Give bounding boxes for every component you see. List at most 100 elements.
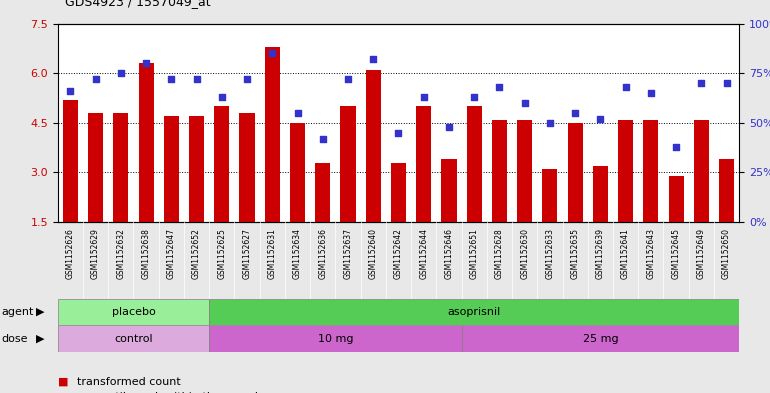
Point <box>695 80 708 86</box>
Text: ▶: ▶ <box>35 334 45 344</box>
Bar <box>340 106 356 222</box>
Point <box>89 76 102 82</box>
Point <box>443 124 455 130</box>
Text: GSM1152637: GSM1152637 <box>343 228 353 279</box>
Text: GSM1152649: GSM1152649 <box>697 228 706 279</box>
Point <box>594 116 607 122</box>
Bar <box>719 159 734 222</box>
Text: GSM1152626: GSM1152626 <box>66 228 75 279</box>
Text: agent: agent <box>2 307 34 317</box>
Text: GSM1152630: GSM1152630 <box>521 228 529 279</box>
Text: 10 mg: 10 mg <box>318 334 353 344</box>
Bar <box>467 106 482 222</box>
Text: GSM1152636: GSM1152636 <box>318 228 327 279</box>
Text: GSM1152647: GSM1152647 <box>167 228 176 279</box>
Bar <box>58 325 209 352</box>
Bar <box>643 119 658 222</box>
Text: GSM1152644: GSM1152644 <box>419 228 428 279</box>
Point <box>190 76 203 82</box>
Bar <box>58 299 209 325</box>
Text: GSM1152632: GSM1152632 <box>116 228 126 279</box>
Text: GSM1152650: GSM1152650 <box>722 228 731 279</box>
Bar <box>618 119 633 222</box>
Bar <box>366 70 381 222</box>
Text: GDS4923 / 1557049_at: GDS4923 / 1557049_at <box>65 0 211 8</box>
Bar <box>461 325 739 352</box>
Point <box>544 119 556 126</box>
Point <box>241 76 253 82</box>
Text: GSM1152652: GSM1152652 <box>192 228 201 279</box>
Point <box>266 50 279 57</box>
Point <box>140 60 152 66</box>
Text: GSM1152641: GSM1152641 <box>621 228 630 279</box>
Point <box>518 100 531 106</box>
Point <box>216 94 228 100</box>
Text: dose: dose <box>2 334 28 344</box>
Text: GSM1152627: GSM1152627 <box>243 228 252 279</box>
Bar <box>567 123 583 222</box>
Text: GSM1152628: GSM1152628 <box>495 228 504 279</box>
Point <box>494 84 506 90</box>
Bar <box>239 113 255 222</box>
Text: GSM1152643: GSM1152643 <box>646 228 655 279</box>
Bar <box>139 63 154 222</box>
Bar <box>290 123 305 222</box>
Bar <box>113 113 129 222</box>
Point <box>392 130 404 136</box>
Point <box>569 110 581 116</box>
Bar <box>542 169 557 222</box>
Text: asoprisnil: asoprisnil <box>447 307 500 317</box>
Text: ▶: ▶ <box>35 307 45 317</box>
Text: GSM1152639: GSM1152639 <box>596 228 605 279</box>
Bar <box>441 159 457 222</box>
Bar <box>189 116 204 222</box>
Point <box>165 76 177 82</box>
Point <box>619 84 631 90</box>
Bar <box>88 113 103 222</box>
Bar <box>391 163 406 222</box>
Bar <box>668 176 684 222</box>
Text: ■: ■ <box>58 392 69 393</box>
Text: GSM1152642: GSM1152642 <box>394 228 403 279</box>
Text: GSM1152625: GSM1152625 <box>217 228 226 279</box>
Text: GSM1152629: GSM1152629 <box>91 228 100 279</box>
Text: placebo: placebo <box>112 307 156 317</box>
Text: ■: ■ <box>58 376 69 387</box>
Bar <box>416 106 431 222</box>
Bar <box>315 163 330 222</box>
Bar <box>517 119 532 222</box>
Bar <box>593 166 608 222</box>
Point <box>417 94 430 100</box>
Bar <box>492 119 507 222</box>
Text: 25 mg: 25 mg <box>583 334 618 344</box>
Point <box>342 76 354 82</box>
Text: GSM1152634: GSM1152634 <box>293 228 302 279</box>
Text: GSM1152651: GSM1152651 <box>470 228 479 279</box>
Bar <box>265 47 280 222</box>
Point <box>644 90 657 96</box>
Text: GSM1152635: GSM1152635 <box>571 228 580 279</box>
Text: percentile rank within the sample: percentile rank within the sample <box>77 392 265 393</box>
Point <box>291 110 303 116</box>
Point <box>468 94 480 100</box>
Bar <box>164 116 179 222</box>
Point <box>64 88 76 94</box>
Point <box>367 56 380 62</box>
Text: GSM1152633: GSM1152633 <box>545 228 554 279</box>
Point <box>115 70 127 76</box>
Text: control: control <box>114 334 152 344</box>
Text: GSM1152645: GSM1152645 <box>671 228 681 279</box>
Bar <box>214 106 229 222</box>
Text: GSM1152631: GSM1152631 <box>268 228 276 279</box>
Bar <box>694 119 709 222</box>
Text: GSM1152640: GSM1152640 <box>369 228 378 279</box>
Text: GSM1152638: GSM1152638 <box>142 228 151 279</box>
Bar <box>209 325 461 352</box>
Point <box>721 80 733 86</box>
Text: transformed count: transformed count <box>77 376 181 387</box>
Point <box>316 136 329 142</box>
Bar <box>209 299 739 325</box>
Bar <box>63 100 78 222</box>
Text: GSM1152646: GSM1152646 <box>444 228 454 279</box>
Point <box>670 143 682 150</box>
